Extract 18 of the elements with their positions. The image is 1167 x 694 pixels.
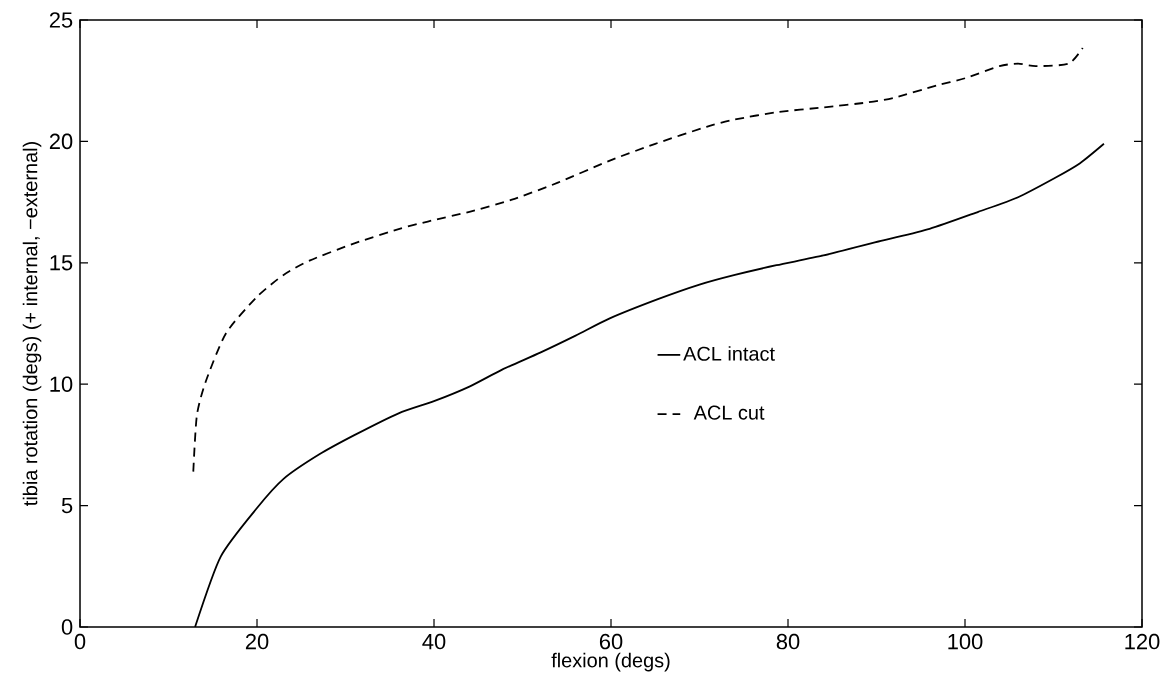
x-tick-label: 40 <box>422 633 446 650</box>
x-tick-label: 20 <box>245 633 269 650</box>
x-tick-label: 0 <box>74 633 86 650</box>
x-axis-title: flexion (degs) <box>551 652 670 672</box>
y-tick-label: 20 <box>49 133 73 150</box>
legend-label: ACL intact <box>683 346 775 361</box>
y-axis-title: tibia rotation (degs) (+ internal, −external) <box>22 142 42 506</box>
y-tick-label: 25 <box>49 12 73 28</box>
legend-label: ACL cut <box>693 405 765 420</box>
x-tick-label: 60 <box>599 633 623 650</box>
x-tick-label: 120 <box>1125 633 1160 650</box>
y-tick-label: 15 <box>50 255 73 271</box>
x-tick-label: 80 <box>776 633 800 650</box>
y-tick-label: 0 <box>61 619 73 635</box>
line-series <box>192 47 1084 473</box>
x-tick-label: 100 <box>948 633 983 650</box>
y-tick-label: 10 <box>50 376 73 392</box>
y-tick-label: 5 <box>61 497 73 514</box>
